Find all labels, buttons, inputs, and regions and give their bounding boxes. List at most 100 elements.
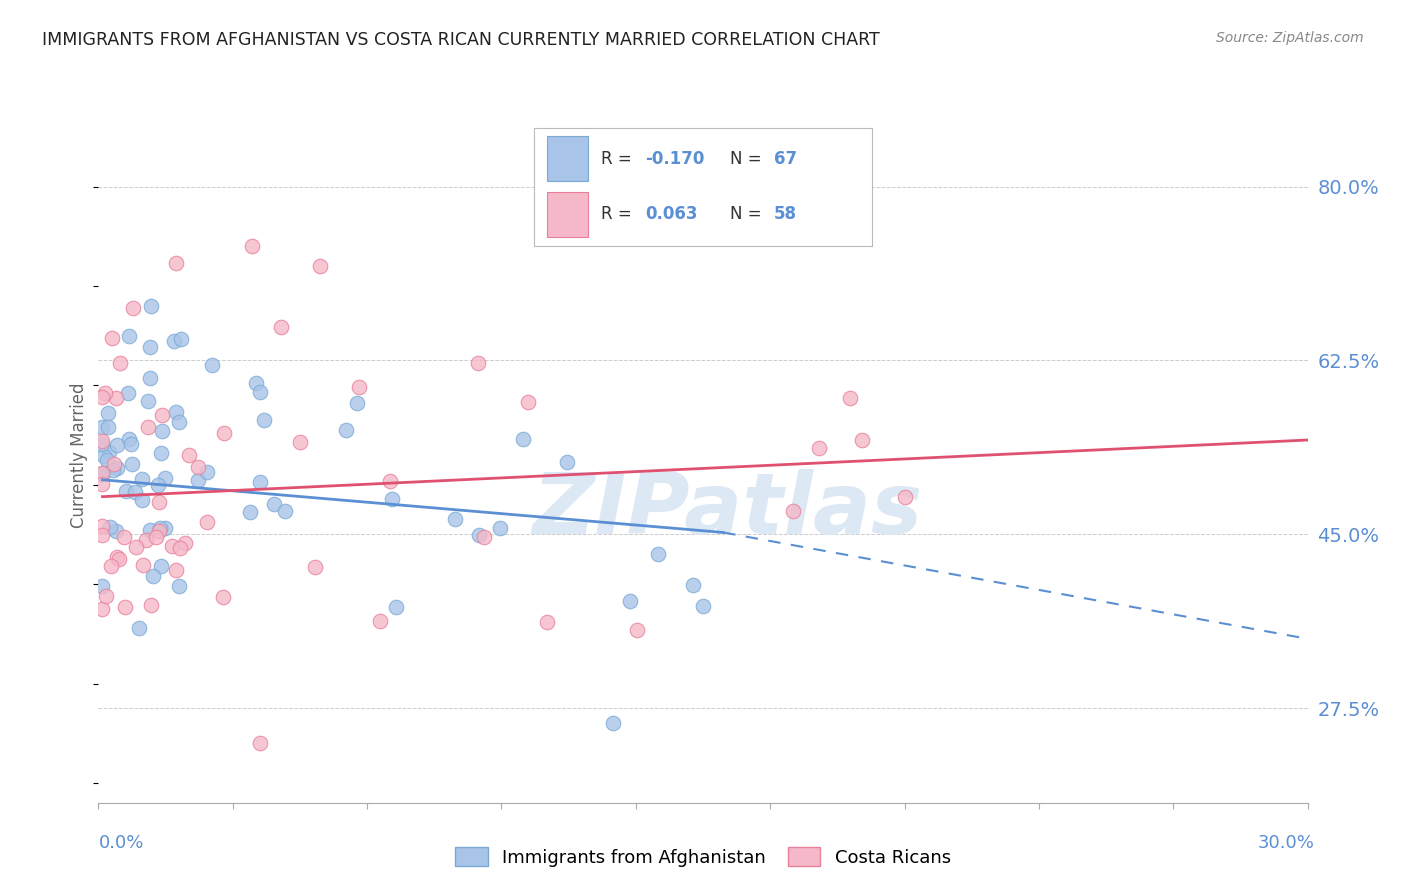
Point	[97, 406, 120, 420]
Point	[91, 476, 114, 491]
Point	[245, 376, 267, 390]
Point	[808, 441, 831, 455]
Point	[536, 615, 558, 629]
Point	[165, 405, 187, 419]
Point	[370, 614, 392, 628]
Point	[381, 492, 404, 507]
Point	[153, 471, 176, 485]
Point	[118, 328, 141, 343]
Point	[136, 420, 159, 434]
Point	[131, 472, 153, 486]
Point	[94, 589, 117, 603]
Point	[138, 340, 160, 354]
Point	[131, 493, 153, 508]
Point	[104, 524, 127, 538]
Point	[96, 453, 118, 467]
Point	[212, 590, 235, 604]
Point	[488, 521, 510, 535]
Point	[468, 528, 491, 542]
Point	[270, 320, 292, 334]
Point	[288, 434, 311, 449]
Point	[174, 536, 197, 550]
Point	[165, 256, 187, 270]
Point	[647, 547, 669, 561]
Point	[100, 559, 122, 574]
Point	[112, 530, 135, 544]
Point	[125, 540, 148, 554]
Point	[169, 541, 191, 555]
Point	[197, 466, 219, 480]
Text: Source: ZipAtlas.com: Source: ZipAtlas.com	[1216, 31, 1364, 45]
Point	[117, 385, 139, 400]
Point	[94, 385, 117, 400]
Point	[467, 356, 489, 370]
Point	[108, 356, 131, 370]
Point	[472, 530, 495, 544]
Point	[138, 523, 160, 537]
Point	[108, 551, 131, 566]
Point	[91, 528, 114, 542]
Point	[136, 393, 159, 408]
Point	[91, 467, 114, 482]
Point	[103, 457, 125, 471]
Point	[304, 560, 326, 574]
Point	[170, 332, 193, 346]
Point	[212, 425, 235, 440]
Point	[782, 504, 804, 518]
Point	[100, 331, 122, 345]
Y-axis label: Currently Married: Currently Married	[70, 382, 89, 528]
Point	[98, 444, 121, 458]
Point	[619, 594, 641, 608]
Point	[91, 437, 114, 451]
Point	[128, 621, 150, 635]
Point	[155, 520, 177, 534]
Point	[122, 301, 145, 315]
Point	[384, 599, 406, 614]
Point	[263, 498, 285, 512]
Point	[97, 420, 120, 434]
Point	[150, 408, 173, 422]
Point	[91, 419, 114, 434]
Point	[249, 736, 271, 750]
Point	[105, 461, 128, 475]
Point	[101, 463, 124, 477]
Point	[139, 371, 162, 385]
Point	[380, 475, 402, 489]
Point	[177, 449, 200, 463]
Point	[93, 449, 115, 463]
Point	[114, 599, 136, 614]
Point	[274, 504, 297, 518]
Point	[105, 550, 128, 565]
Point	[139, 299, 162, 313]
Point	[135, 533, 157, 547]
Point	[335, 423, 357, 437]
Point	[167, 579, 190, 593]
Point	[239, 505, 262, 519]
Point	[201, 358, 224, 372]
Point	[91, 390, 114, 404]
Point	[107, 437, 129, 451]
Point	[349, 380, 371, 394]
Point	[602, 715, 624, 730]
Point	[145, 530, 167, 544]
Point	[150, 445, 173, 459]
Point	[682, 577, 704, 591]
Text: IMMIGRANTS FROM AFGHANISTAN VS COSTA RICAN CURRENTLY MARRIED CORRELATION CHART: IMMIGRANTS FROM AFGHANISTAN VS COSTA RIC…	[42, 31, 880, 49]
Point	[91, 466, 114, 480]
Point	[148, 477, 170, 491]
Point	[148, 494, 170, 508]
Point	[91, 579, 114, 593]
Text: 0.0%: 0.0%	[98, 834, 143, 852]
Point	[160, 539, 183, 553]
Point	[512, 432, 534, 446]
Point	[132, 558, 155, 572]
Point	[91, 466, 114, 480]
Point	[118, 432, 141, 446]
Point	[124, 485, 146, 500]
Point	[91, 518, 114, 533]
Point	[851, 433, 873, 447]
Point	[309, 259, 332, 273]
Point	[187, 460, 209, 475]
Point	[120, 437, 142, 451]
Point	[187, 473, 209, 487]
